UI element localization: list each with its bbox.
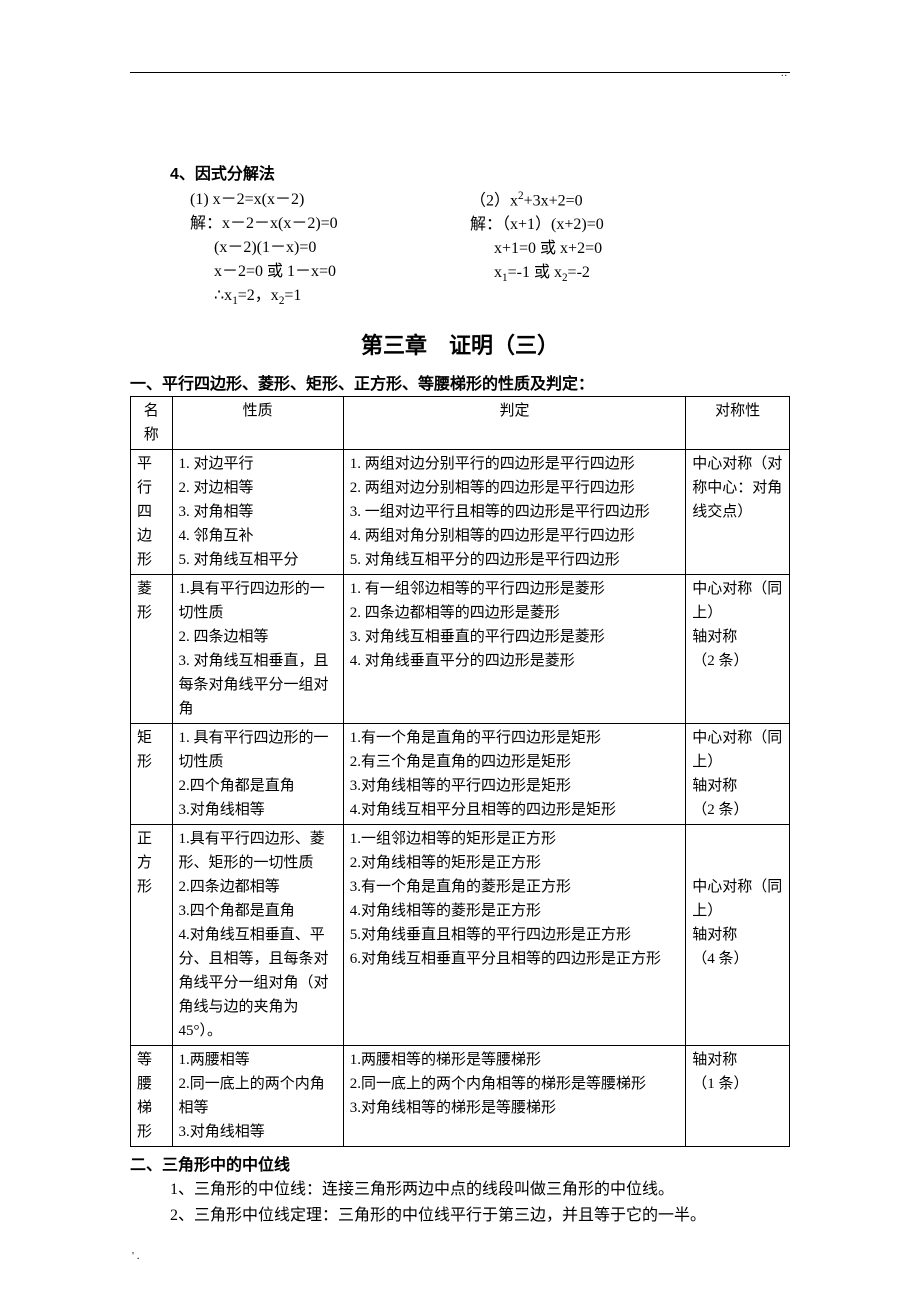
equation-col-2: （2）x2+3x+2=0解：（x+1）(x+2)=0 x+1=0 或 x+2=0… <box>470 188 730 310</box>
cell-name: 平行四边形 <box>131 449 173 574</box>
equation-col-1: (1) x－2=x(x－2)解：x－2－x(x－2)=0 (x－2)(1－x)=… <box>190 188 470 310</box>
table-row: 正方形1.具有平行四边形、菱形、矩形的一切性质2.四条边都相等3.四个角都是直角… <box>131 824 790 1045</box>
properties-table: 名称 性质 判定 对称性 平行四边形1. 对边平行2. 对边相等3. 对角相等4… <box>130 396 790 1147</box>
cell-symmetry: 中心对称（同上）轴对称（4 条） <box>686 824 790 1045</box>
cell-judgment: 1. 两组对边分别平行的四边形是平行四边形2. 两组对边分别相等的四边形是平行四… <box>343 449 685 574</box>
section-4-heading: 4、因式分解法 <box>170 160 790 184</box>
cell-name: 正方形 <box>131 824 173 1045</box>
cell-symmetry: 轴对称（1 条） <box>686 1045 790 1146</box>
header-symmetry: 对称性 <box>686 396 790 449</box>
cell-properties: 1.具有平行四边形、菱形、矩形的一切性质2.四条边都相等3.四个角都是直角4.对… <box>172 824 343 1045</box>
header-properties: 性质 <box>172 396 343 449</box>
cell-judgment: 1.有一个角是直角的平行四边形是矩形2.有三个角是直角的四边形是矩形3.对角线相… <box>343 723 685 824</box>
cell-name: 菱形 <box>131 574 173 723</box>
cell-properties: 1. 具有平行四边形的一切性质2.四个角都是直角3.对角线相等 <box>172 723 343 824</box>
cell-name: 等腰梯形 <box>131 1045 173 1146</box>
table-row: 矩形1. 具有平行四边形的一切性质2.四个角都是直角3.对角线相等1.有一个角是… <box>131 723 790 824</box>
table-row: 等腰梯形1.两腰相等2.同一底上的两个内角相等3.对角线相等1.两腰相等的梯形是… <box>131 1045 790 1146</box>
header-rule <box>130 72 790 73</box>
cell-judgment: 1.两腰相等的梯形是等腰梯形2.同一底上的两个内角相等的梯形是等腰梯形3.对角线… <box>343 1045 685 1146</box>
equation-block: (1) x－2=x(x－2)解：x－2－x(x－2)=0 (x－2)(1－x)=… <box>190 188 790 310</box>
table-row: 平行四边形1. 对边平行2. 对边相等3. 对角相等4. 邻角互补5. 对角线互… <box>131 449 790 574</box>
chapter-title: 第三章 证明（三） <box>130 328 790 360</box>
section-1-title: 一、平行四边形、菱形、矩形、正方形、等腰梯形的性质及判定： <box>130 370 790 394</box>
equation-line: x－2=0 或 1－x=0 <box>190 260 470 284</box>
equation-line: x+1=0 或 x+2=0 <box>470 237 730 261</box>
equation-line: 解：（x+1）(x+2)=0 <box>470 213 730 237</box>
equation-line: （2）x2+3x+2=0 <box>470 188 730 213</box>
body-line: 2、三角形中位线定理：三角形的中位线平行于第三边，并且等于它的一半。 <box>170 1203 790 1229</box>
header-name: 名称 <box>131 396 173 449</box>
table-header-row: 名称 性质 判定 对称性 <box>131 396 790 449</box>
cell-symmetry: 中心对称（同上）轴对称（2 条） <box>686 574 790 723</box>
cell-properties: 1.具有平行四边形的一切性质2. 四条边相等3. 对角线互相垂直，且每条对角线平… <box>172 574 343 723</box>
body-line: 1、三角形的中位线：连接三角形两边中点的线段叫做三角形的中位线。 <box>170 1177 790 1203</box>
equation-line: 解：x－2－x(x－2)=0 <box>190 212 470 236</box>
page: .. 4、因式分解法 (1) x－2=x(x－2)解：x－2－x(x－2)=0 … <box>0 0 920 1302</box>
table-row: 菱形1.具有平行四边形的一切性质2. 四条边相等3. 对角线互相垂直，且每条对角… <box>131 574 790 723</box>
equation-line: (1) x－2=x(x－2) <box>190 188 470 212</box>
cell-name: 矩形 <box>131 723 173 824</box>
cell-properties: 1.两腰相等2.同一底上的两个内角相等3.对角线相等 <box>172 1045 343 1146</box>
header-judgment: 判定 <box>343 396 685 449</box>
equation-line: (x－2)(1－x)=0 <box>190 236 470 260</box>
body-text-block: 1、三角形的中位线：连接三角形两边中点的线段叫做三角形的中位线。2、三角形中位线… <box>130 1177 790 1228</box>
section-2-title: 二、三角形中的中位线 <box>130 1151 790 1175</box>
equation-line: x1=-1 或 x2=-2 <box>470 261 730 287</box>
footer-mark: ' . <box>132 1250 139 1262</box>
header-dots: .. <box>781 68 788 79</box>
cell-properties: 1. 对边平行2. 对边相等3. 对角相等4. 邻角互补5. 对角线互相平分 <box>172 449 343 574</box>
cell-judgment: 1.一组邻边相等的矩形是正方形2.对角线相等的矩形是正方形3.有一个角是直角的菱… <box>343 824 685 1045</box>
cell-symmetry: 中心对称（对称中心：对角线交点） <box>686 449 790 574</box>
equation-line: ∴x1=2，x2=1 <box>190 284 470 310</box>
cell-judgment: 1. 有一组邻边相等的平行四边形是菱形2. 四条边都相等的四边形是菱形3. 对角… <box>343 574 685 723</box>
cell-symmetry: 中心对称（同上）轴对称（2 条） <box>686 723 790 824</box>
